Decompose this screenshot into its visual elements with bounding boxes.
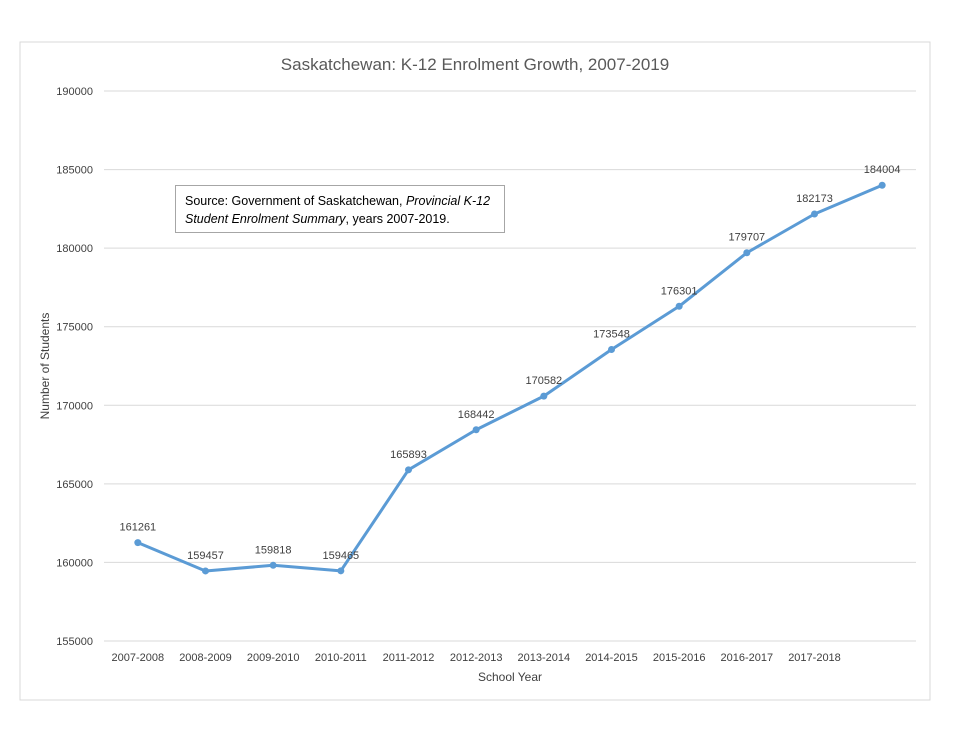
y-tick-label: 170000	[56, 400, 93, 412]
y-tick-label: 180000	[56, 243, 93, 255]
y-tick-label: 175000	[56, 322, 93, 334]
data-label: 161261	[119, 522, 156, 534]
data-point	[202, 567, 209, 575]
source-prefix: Source: Government of Saskatchewan,	[185, 194, 406, 208]
y-axis-label: Number of Students	[38, 313, 52, 420]
data-point	[811, 210, 818, 218]
source-annotation: Source: Government of Saskatchewan, Prov…	[175, 185, 505, 233]
data-point	[675, 302, 683, 310]
x-tick-label: 2015-2016	[653, 652, 706, 664]
y-axis-tick-labels: 155000 160000 165000 170000 175000 180000 1850…	[56, 86, 93, 648]
chart-border	[19, 41, 931, 701]
x-axis-label: School Year	[478, 670, 542, 684]
data-point	[134, 539, 142, 547]
data-label: 170582	[525, 375, 562, 387]
data-point	[269, 561, 277, 569]
data-label: 179707	[728, 232, 765, 244]
data-label: 176301	[661, 285, 698, 297]
data-label: 159457	[187, 550, 224, 562]
data-label: 184004	[864, 164, 901, 176]
chart-title: Saskatchewan: K-12 Enrolment Growth, 200…	[281, 55, 669, 74]
x-tick-label: 2014-2015	[585, 652, 638, 664]
series-enrolment	[134, 181, 886, 575]
source-title: Provincial K-12 Student Enrolment Summar…	[185, 194, 491, 226]
data-point	[540, 392, 548, 400]
data-point	[405, 466, 412, 474]
data-point	[337, 567, 345, 575]
y-tick-label: 160000	[56, 557, 93, 569]
y-tick-label: 185000	[56, 165, 93, 177]
x-tick-label: 2010-2011	[315, 652, 367, 664]
data-label: 168442	[458, 409, 495, 421]
data-labels: 161261 159457 159818 159465 165893 168442 1705…	[119, 164, 900, 562]
data-label: 173548	[593, 329, 630, 341]
x-tick-label: 2013-2014	[518, 652, 571, 664]
x-tick-label: 2017-2018	[788, 652, 841, 664]
data-point	[743, 249, 751, 257]
x-tick-label: 2012-2013	[450, 652, 503, 664]
x-tick-label: 2009-2010	[247, 652, 300, 664]
y-tick-label: 155000	[56, 636, 93, 648]
x-axis-tick-labels: 2007-2008 2008-2009 2009-2010 2010-2011 2011…	[112, 652, 841, 664]
data-label: 159818	[255, 544, 292, 556]
data-label: 159465	[322, 550, 359, 562]
x-tick-label: 2008-2009	[179, 652, 232, 664]
data-point	[878, 181, 886, 189]
y-tick-label: 165000	[56, 479, 93, 491]
x-tick-label: 2007-2008	[112, 652, 165, 664]
source-suffix: , years 2007-2019.	[345, 212, 450, 226]
series-line	[137, 183, 883, 573]
x-tick-label: 2011-2012	[383, 652, 435, 664]
data-label: 182173	[796, 193, 833, 205]
y-tick-label: 190000	[56, 86, 93, 98]
gridlines	[104, 90, 916, 642]
x-tick-label: 2016-2017	[721, 652, 774, 664]
data-label: 165893	[390, 449, 427, 461]
data-point	[608, 346, 615, 354]
data-point	[472, 426, 480, 434]
